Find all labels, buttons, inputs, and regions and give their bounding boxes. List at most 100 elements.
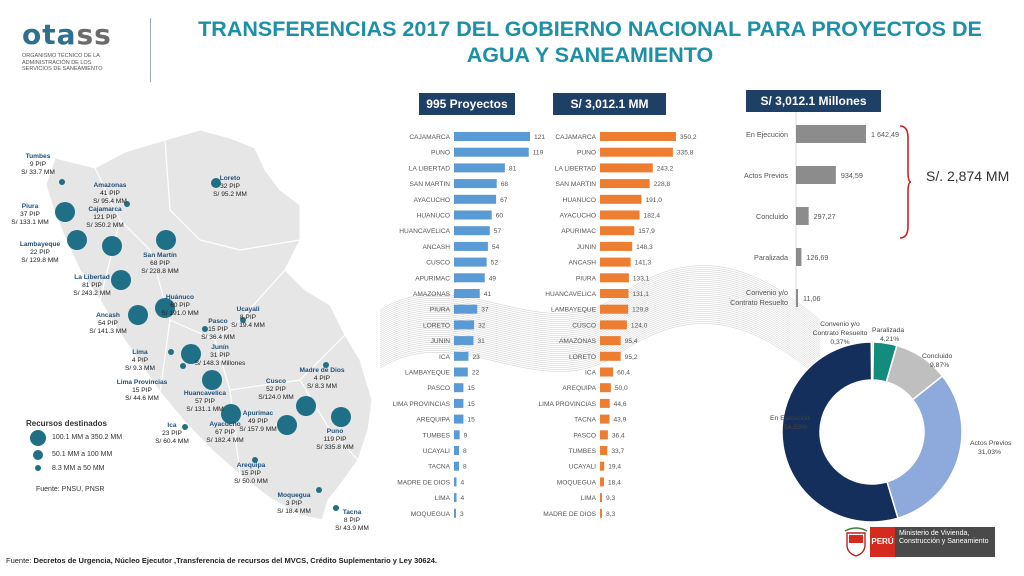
bar [600,446,608,455]
map-region-label: La Libertad 81 PIP S/ 243.2 MM [73,274,110,298]
map-region-lines [94,139,359,476]
map-bubble [156,230,176,250]
map-region-label: Junín 31 PIP S/ 148.3 Millones [195,344,246,368]
bar [600,367,614,377]
category-label: LA LIBERTAD [409,165,450,172]
category-label: PIURA [576,275,597,282]
value-label: 141,3 [635,260,652,267]
category-label: TUMBES [423,432,451,439]
value-label: 33,7 [611,448,624,455]
wave-line [380,301,820,357]
map-bubble [182,424,188,430]
category-label: ANCASH [569,260,597,267]
wave-line [380,287,820,343]
region-amount: S/ 335.8 MM [316,444,354,451]
region-name: Apurímac [242,410,274,417]
region-name: Amazonas [93,182,127,189]
value-label: 4 [461,479,465,486]
region-projects: 15 PIP [241,470,261,477]
value-label: 191,0 [645,197,662,204]
donut-label: Contrato Resuelto [813,330,868,337]
region-amount: S/ 228.8 MM [141,268,179,275]
category-label: LIMA [581,495,597,502]
region-name: Loreto [219,175,241,182]
value-label: 68 [501,181,509,188]
category-label: Contrato Resuelto [730,298,788,307]
region-projects: 8 PIP [343,517,361,524]
value-label: 81 [509,165,517,172]
value-label: 95,2 [625,354,638,361]
map-bubble [202,326,208,332]
value-label: 126,69 [806,253,828,262]
map-bubble [59,179,65,185]
category-label: Actos Previos [744,171,788,180]
region-name: Lima [132,349,148,356]
map-bubble [202,370,222,390]
category-label: MADRE DE DIOS [543,511,596,518]
value-label: 43,9 [614,417,627,424]
category-label: MOQUEGUA [557,479,597,486]
bar [600,461,605,471]
bar [454,304,478,314]
status-donut-chart: En Ejecución 54,53% Actos Previos 31,03% Con… [770,321,1012,523]
wave-line [380,289,820,345]
value-label: 60 [496,213,504,220]
value-label: 50,0 [615,385,628,392]
region-projects: 54 PIP [98,320,118,327]
bar [600,320,627,330]
value-label: 934,59 [841,171,863,180]
region-amount: S/ 18.4 MM [277,508,311,515]
bar [796,248,802,266]
bar [600,257,631,267]
bar [454,351,469,361]
value-label: 54 [492,244,500,251]
category-label: LORETO [569,354,596,361]
bar [454,446,460,455]
value-label: 15 [467,417,475,424]
region-projects: 67 PIP [215,429,235,436]
bar [600,132,676,141]
category-label: LIMA PROVINCIAS [538,401,596,408]
region-projects: 15 PIP [132,387,152,394]
value-label: 32 [478,322,486,329]
category-label: CAJAMARCA [555,134,596,141]
bar [796,125,866,143]
category-label: MOQUEGUA [411,511,451,518]
value-label: 133,1 [633,275,650,282]
bar [454,241,488,251]
category-label: CAJAMARCA [409,134,450,141]
map-region-label: Ica 23 PIP S/ 60.4 MM [155,422,189,446]
value-label: 243,2 [657,165,674,172]
value-label: 31 [477,338,485,345]
region-name: Madre de Dios [299,367,345,374]
map-region-label: Arequipa 15 PIP S/ 50.0 MM [234,462,268,486]
map-bubble [55,202,75,222]
value-label: 129,8 [632,307,649,314]
category-label: SAN MARTIN [409,181,450,188]
category-label: LA LIBERTAD [555,165,596,172]
bar [600,226,635,236]
region-amount: S/ 95.2 MM [213,191,247,198]
region-name: Tumbes [25,153,51,160]
bar [796,289,798,307]
map-region-label: Lima 4 PIP S/ 9.3 MM [125,349,155,373]
country-badge: PERÚ [870,527,895,557]
value-label: 4 [461,495,465,502]
category-label: ICA [439,354,451,361]
map-bubble [67,230,87,250]
wave-line [380,303,820,359]
otass-logo: otass ORGANISMO TÉCNICO DE LA ADMINISTRA… [22,18,152,73]
category-label: Paralizada [754,253,788,262]
category-label: AREQUIPA [562,385,596,392]
bar [600,179,650,189]
amount-bar-chart: CAJAMARCA 350,2 PUNO 335,8 LA LIBERTAD 243,2 S… [538,132,697,518]
bar [600,194,642,204]
decorative-waves [380,265,820,379]
bar [600,508,602,518]
category-label: HUANUCO [417,213,450,220]
map-bubble [111,270,131,290]
region-amount: S/ 157.9 MM [239,426,277,433]
category-label: PASCO [573,432,596,439]
map-region-label: Tacna 8 PIP S/ 43.9 MM [335,509,369,533]
category-label: SAN MARTIN [555,181,596,188]
